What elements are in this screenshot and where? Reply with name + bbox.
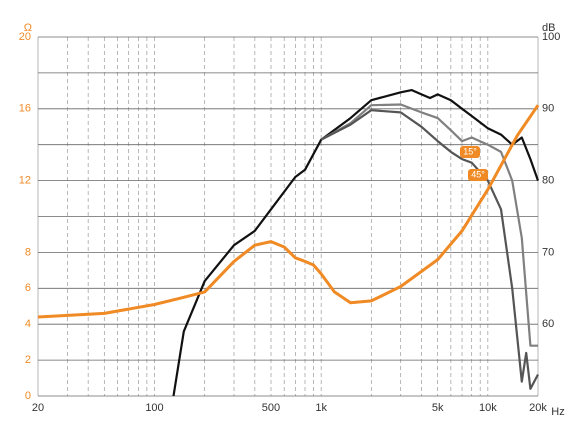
y2-tick-label: 90 (542, 103, 554, 115)
y-tick-label: 2 (25, 354, 31, 366)
annotation-box (468, 169, 488, 181)
annotation: 45° (471, 169, 485, 179)
y2-tick-label: 100 (542, 31, 560, 43)
y2-tick-label: 60 (542, 318, 554, 330)
x-tick-label: 1k (315, 402, 327, 414)
y-tick-label: 0 (25, 390, 31, 402)
y-label: Ω (24, 22, 32, 34)
y-tick-label: 8 (25, 246, 31, 258)
x-tick-label: 10k (479, 402, 497, 414)
y-tick-label: 16 (19, 103, 31, 115)
series-line (320, 109, 539, 390)
x-tick-label: 20 (32, 402, 44, 414)
annotation-box (460, 146, 480, 158)
series-line (37, 104, 540, 319)
y2-tick-label: 70 (542, 246, 554, 258)
series-line (172, 89, 540, 397)
y-tick-label: 6 (25, 282, 31, 294)
y2-label: dB (542, 22, 555, 34)
x-tick-label: 5k (432, 402, 444, 414)
series-line (320, 103, 538, 347)
x-tick-label: 100 (145, 402, 163, 414)
y-tick-label: 12 (19, 175, 31, 187)
y-tick-label: 4 (25, 318, 31, 330)
annotation: 15° (463, 146, 477, 156)
x-tick-label: 500 (262, 402, 280, 414)
y-tick-label: 20 (19, 31, 31, 43)
x-label: Hz (551, 406, 564, 418)
x-tick-label: 20k (529, 402, 547, 414)
y2-tick-label: 80 (542, 175, 554, 187)
